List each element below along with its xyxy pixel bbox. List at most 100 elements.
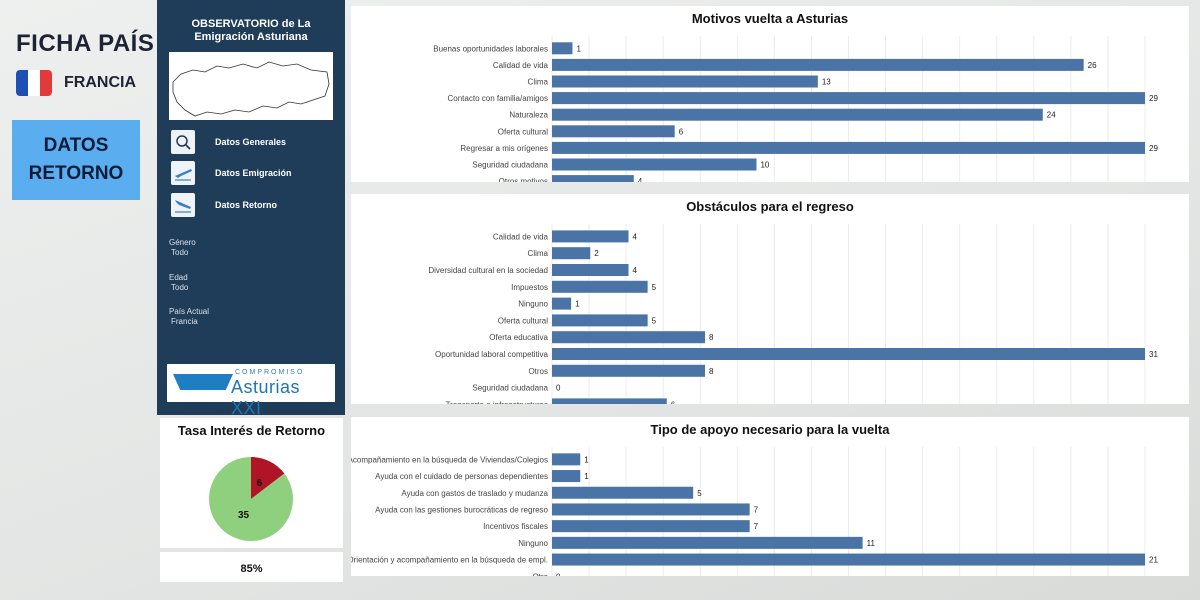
bar[interactable]	[552, 280, 648, 293]
pie-slice[interactable]	[209, 457, 293, 541]
bar[interactable]	[552, 314, 648, 327]
bar[interactable]	[552, 230, 629, 243]
filter-edad-value: Todo	[171, 283, 189, 292]
bar[interactable]	[552, 42, 573, 55]
category-label: Regresar a mis orígenes	[460, 144, 548, 153]
nav-label-datos-generales: Datos Generales	[215, 137, 287, 147]
category-label: Transporte e infraestructuras	[446, 400, 548, 404]
filter-edad[interactable]: Edad Todo	[169, 273, 188, 293]
value-label: 8	[709, 333, 714, 342]
bar[interactable]	[552, 364, 706, 377]
chart-obstaculos-title: Obstáculos para el regreso	[686, 199, 854, 214]
value-label: 10	[760, 161, 769, 170]
value-label: 24	[1047, 111, 1056, 120]
filter-genero[interactable]: Género Todo	[169, 238, 196, 258]
bar[interactable]	[552, 536, 863, 549]
value-label: 8	[709, 367, 714, 376]
flag-blue-stripe	[16, 70, 28, 96]
pie-chart: 6 35	[209, 457, 293, 541]
value-label: 7	[754, 505, 759, 514]
chart-apoyo: Acompañamiento en la búsqueda de Viviend…	[351, 447, 1158, 576]
bar[interactable]	[552, 175, 634, 182]
value-label: 29	[1149, 94, 1158, 103]
filter-pais[interactable]: País Actual Francia	[169, 307, 209, 327]
category-label: Naturaleza	[509, 111, 548, 120]
filter-pais-value: Francia	[171, 317, 198, 326]
value-label: 4	[633, 232, 638, 241]
value-label: 0	[556, 384, 561, 393]
category-label: Otro	[532, 572, 548, 576]
map-search-icon	[171, 130, 195, 154]
datos-retorno-button[interactable]: DATOS RETORNO	[12, 120, 140, 200]
category-label: Impuestos	[511, 283, 548, 292]
value-label: 29	[1149, 144, 1158, 153]
bar[interactable]	[552, 108, 1043, 121]
asturias-map[interactable]	[169, 52, 333, 120]
filter-genero-label: Género	[169, 238, 196, 247]
flag-white-stripe	[28, 70, 40, 96]
value-label: 5	[652, 316, 657, 325]
bar[interactable]	[552, 125, 675, 138]
category-label: Clima	[528, 78, 549, 87]
nav-datos-retorno[interactable]: Datos Retorno	[171, 193, 277, 217]
tasa-percent-panel: 85%	[160, 552, 343, 582]
bar[interactable]	[552, 75, 818, 88]
pie-value-label: 6	[257, 478, 263, 489]
datos-button-line1: DATOS	[43, 135, 109, 156]
value-label: 1	[584, 472, 589, 481]
category-label: Ninguno	[518, 539, 548, 548]
chart-motivos: Buenas oportunidades laborales 1 Calidad d…	[433, 36, 1158, 182]
bar[interactable]	[552, 503, 750, 516]
tasa-title: Tasa Interés de Retorno	[177, 423, 326, 438]
chart-motivos-title: Motivos vuelta a Asturias	[691, 11, 849, 26]
compromiso-asturias-logo: COMPROMISO Asturias XXI	[167, 364, 335, 418]
category-label: Seguridad ciudadana	[472, 384, 548, 393]
bar[interactable]	[552, 58, 1084, 71]
nav-label-datos-retorno: Datos Retorno	[215, 200, 278, 210]
nav-datos-generales[interactable]: Datos Generales	[171, 130, 286, 154]
bar[interactable]	[552, 247, 591, 260]
bar[interactable]	[552, 158, 757, 171]
asturias-outline-icon	[172, 61, 330, 117]
category-label: Calidad de vida	[493, 232, 549, 241]
logo-main-text: Asturias XXI	[231, 377, 301, 418]
category-label: Oportunidad laboral competitiva	[435, 350, 549, 359]
category-label: Otros	[528, 367, 548, 376]
bar[interactable]	[552, 398, 667, 404]
bar[interactable]	[552, 553, 1145, 566]
observatorio-title-line2: Emigración Asturiana	[194, 31, 308, 43]
category-label: Buenas oportunidades laborales	[433, 44, 548, 53]
chart-motivos-panel: Motivos vuelta a Asturias Buenas oportun…	[351, 6, 1189, 182]
value-label: 13	[822, 78, 831, 87]
bar[interactable]	[552, 92, 1145, 105]
bar[interactable]	[552, 297, 572, 310]
category-label: Seguridad ciudadana	[472, 161, 548, 170]
bar[interactable]	[552, 470, 581, 483]
observatorio-title: OBSERVATORIO de La Emigración Asturiana	[157, 18, 345, 44]
bar[interactable]	[552, 486, 694, 499]
category-label: Oferta cultural	[498, 316, 548, 325]
chart-apoyo-title: Tipo de apoyo necesario para la vuelta	[650, 422, 890, 437]
category-label: Ayuda con las gestiones burocráticas de …	[375, 505, 548, 514]
value-label: 26	[1088, 61, 1097, 70]
pie-slice[interactable]	[251, 457, 285, 499]
category-label: Oferta cultural	[498, 127, 548, 136]
nav-datos-emigracion[interactable]: Datos Emigración	[171, 161, 292, 185]
filter-edad-label: Edad	[169, 273, 188, 282]
datos-button-line2: RETORNO	[28, 163, 124, 184]
category-label: Otros motivos	[499, 177, 548, 182]
value-label: 2	[594, 249, 599, 258]
bar[interactable]	[552, 141, 1145, 154]
value-label: 7	[754, 522, 759, 531]
chart-obstaculos: Calidad de vida 4 Clima 2 Diversidad cultura…	[428, 224, 1158, 404]
bar[interactable]	[552, 348, 1145, 360]
category-label: Orientación y acompañamiento en la búsqu…	[351, 556, 548, 565]
bar[interactable]	[552, 331, 706, 344]
bar[interactable]	[552, 453, 581, 466]
pie-value-label: 35	[238, 510, 250, 521]
filter-pais-label: País Actual	[169, 307, 210, 316]
plane-arrival-icon	[171, 193, 195, 217]
value-label: 4	[633, 266, 638, 275]
bar[interactable]	[552, 264, 629, 276]
bar[interactable]	[552, 520, 750, 533]
